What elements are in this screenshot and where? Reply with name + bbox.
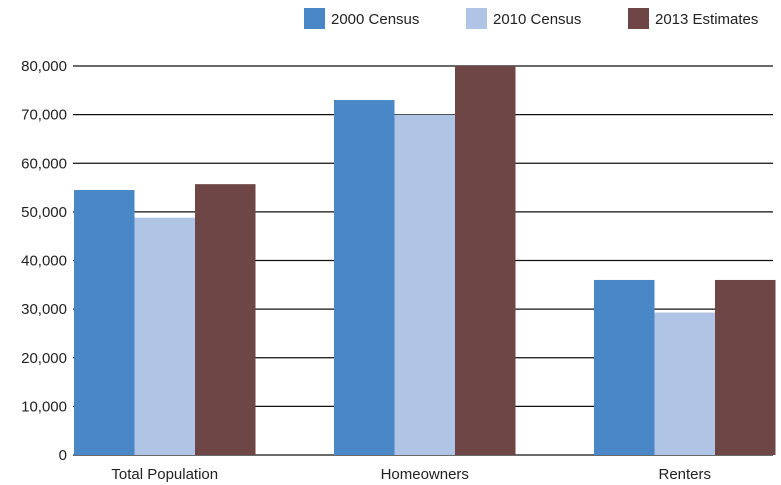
legend-label: 2013 Estimates [655, 11, 758, 28]
bar-2010-census-total-population [134, 217, 195, 455]
y-tick-label: 70,000 [21, 107, 67, 124]
legend-swatch [304, 8, 325, 29]
legend-label: 2010 Census [493, 11, 581, 28]
bar-2013-estimates-homeowners [455, 66, 516, 455]
x-category-label: Renters [658, 466, 711, 483]
legend-swatch [628, 8, 649, 29]
legend: 2000 Census 2010 Census 2013 Estimates [304, 8, 758, 29]
x-category-label: Total Population [111, 466, 218, 483]
bar-2000-census-total-population [74, 189, 135, 455]
y-axis-tick-labels: 0 10,000 20,000 30,000 40,000 50,000 60,000 70,… [21, 58, 67, 464]
y-tick-label: 0 [59, 447, 67, 464]
bar-2000-census-renters [594, 279, 655, 455]
legend-label: 2000 Census [331, 11, 419, 28]
x-category-label: Homeowners [381, 466, 469, 483]
y-tick-label: 50,000 [21, 204, 67, 221]
bar-2000-census-homeowners [334, 100, 395, 455]
y-tick-label: 80,000 [21, 58, 67, 75]
y-tick-label: 10,000 [21, 398, 67, 415]
bar-2010-census-homeowners [394, 114, 455, 455]
x-axis-category-labels: Total Population Homeowners Renters [111, 466, 711, 483]
bars [74, 66, 776, 455]
bar-2013-estimates-total-population [195, 184, 256, 455]
bar-2013-estimates-renters [715, 279, 776, 455]
legend-swatch [466, 8, 487, 29]
bar-2010-census-renters [654, 312, 715, 455]
y-tick-label: 40,000 [21, 253, 67, 270]
y-tick-label: 60,000 [21, 155, 67, 172]
y-tick-label: 30,000 [21, 301, 67, 318]
y-tick-label: 20,000 [21, 350, 67, 367]
